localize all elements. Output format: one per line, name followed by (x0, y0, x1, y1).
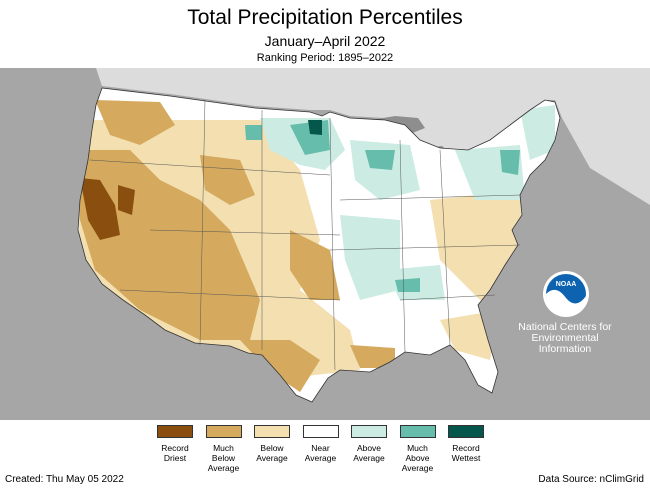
subtitle: January–April 2022 (264, 33, 386, 49)
legend-label: Near Average (304, 443, 337, 463)
legend-item: Below Average (247, 425, 297, 463)
legend-item: Much Below Average (199, 425, 249, 473)
state-borders (89, 99, 521, 371)
legend-label: Above Average (353, 443, 385, 463)
legend-swatch (205, 425, 242, 438)
page-title: Total Precipitation Percentiles (187, 6, 463, 29)
legend-item: Record Wettest (441, 425, 491, 463)
created-date: Created: Thu May 05 2022 (5, 474, 124, 485)
noaa-logo-icon: NOAA (543, 271, 589, 317)
legend-item: Much Above Average (393, 425, 443, 473)
legend-swatch (157, 425, 193, 438)
gulf-water (330, 358, 500, 420)
legend-item: Above Average (344, 425, 394, 463)
ranking-period: Ranking Period: 1895–2022 (256, 52, 394, 64)
legend: Record Driest Much Below Average Below Ave… (150, 425, 495, 483)
credit-text: National Centers for Environmental Infor… (518, 321, 612, 355)
legend-swatch (302, 425, 339, 438)
legend-label: Record Wettest (451, 443, 481, 463)
legend-item: Record Driest (150, 425, 200, 463)
legend-label: Much Above Average (401, 443, 434, 473)
legend-item: Near Average (296, 425, 346, 463)
canada-land (0, 68, 650, 205)
legend-swatch (448, 425, 484, 438)
legend-swatch (351, 425, 387, 438)
precipitation-map: NOAA (0, 68, 650, 420)
legend-label: Much Below Average (207, 443, 240, 473)
conus-outline (77, 87, 561, 403)
legend-swatch (254, 425, 290, 438)
legend-label: Below Average (256, 443, 288, 463)
noaa-logo-text: NOAA (556, 281, 577, 288)
legend-swatch (399, 425, 436, 438)
legend-label: Record Driest (161, 443, 189, 463)
data-source: Data Source: nClimGrid (538, 474, 644, 485)
